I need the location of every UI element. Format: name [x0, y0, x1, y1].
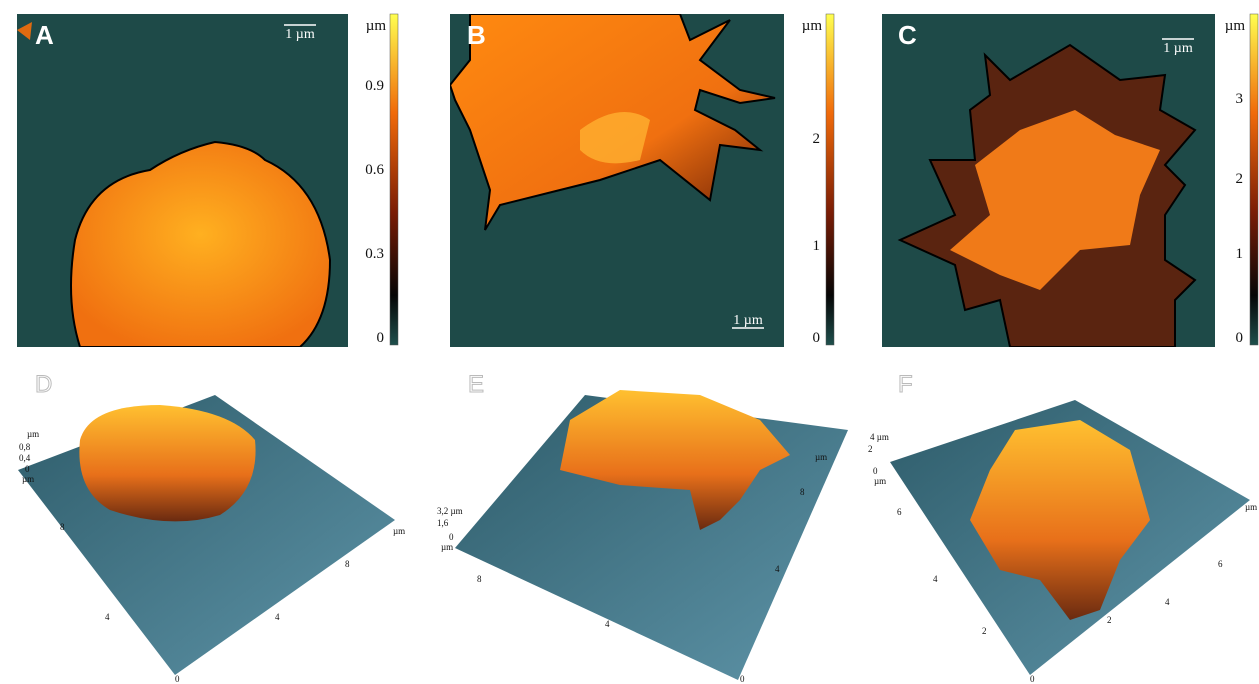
panel-label: C: [898, 20, 917, 50]
axis-label: 4: [605, 619, 610, 629]
image-a: [17, 14, 348, 347]
scale-bar-label: 1 µm: [285, 27, 315, 42]
colorbar-tick-label: 3: [1236, 91, 1244, 107]
colorbar-unit: µm: [366, 18, 387, 34]
axis-label: 0: [873, 466, 878, 476]
colorbar: [390, 14, 398, 345]
colorbar-tick-label: 1: [813, 238, 821, 254]
axis-label: 3,2 µm: [437, 506, 463, 516]
axis-label: µm: [393, 526, 405, 536]
axis-label: 4: [105, 612, 110, 622]
panel-label: F: [898, 371, 913, 398]
colorbar-tick-label: 2: [813, 131, 821, 147]
panel-label: B: [467, 20, 486, 50]
axis-label: 0: [449, 532, 454, 542]
colorbar-unit: µm: [1225, 18, 1246, 34]
colorbar-tick-label: 0: [1236, 330, 1244, 346]
figure: A 1 µm µm 0.9 0.6 0.3 0 B 1 µm µm 2 1 0 C 1 µm µm 3 2 1 0 Dµ…: [0, 0, 1259, 684]
colorbar-tick-label: 0: [813, 330, 821, 346]
axis-label: 2: [1107, 615, 1112, 625]
scale-bar-label: 1 µm: [1163, 41, 1193, 56]
axis-label: 0: [25, 464, 30, 474]
axis-label: 6: [897, 507, 902, 517]
axis-label: 1,6: [437, 518, 449, 528]
axis-label: 8: [345, 559, 350, 569]
axis-label: µm: [1245, 502, 1257, 512]
axis-label: 4: [275, 612, 280, 622]
axis-label: µm: [27, 429, 39, 439]
colorbar: [1250, 14, 1258, 345]
axis-label: 0,4: [19, 453, 31, 463]
axis-label: 0: [175, 674, 180, 684]
scale-bar-label: 1 µm: [733, 313, 763, 328]
colorbar-unit: µm: [802, 18, 823, 34]
axis-label: 8: [477, 574, 482, 584]
axis-label: µm: [815, 452, 827, 462]
axis-label: 0: [740, 674, 745, 684]
axis-label: 0,8: [19, 442, 31, 452]
axis-label: 4: [933, 574, 938, 584]
axis-label: 0: [1030, 674, 1035, 684]
colorbar-tick-label: 0.9: [365, 78, 384, 94]
colorbar-tick-label: 0.6: [365, 162, 384, 178]
panel-label: E: [468, 371, 484, 398]
colorbar-tick-label: 1: [1236, 246, 1244, 262]
panel-label: D: [35, 371, 52, 398]
image-c: [882, 14, 1215, 347]
axis-label: 8: [800, 487, 805, 497]
axis-label: 4: [1165, 597, 1170, 607]
axis-label: 6: [1218, 559, 1223, 569]
axis-label: 8: [60, 522, 65, 532]
colorbar: [826, 14, 834, 345]
colorbar-tick-label: 0.3: [365, 246, 384, 262]
colorbar-tick-label: 0: [377, 330, 385, 346]
axis-label: 4 µm: [870, 432, 889, 442]
axis-label: µm: [874, 476, 886, 486]
axis-label: 2: [868, 444, 873, 454]
cell-3d: [79, 405, 255, 521]
image-b: [450, 14, 784, 347]
axis-label: 2: [982, 626, 987, 636]
axis-label: 4: [775, 564, 780, 574]
colorbar-tick-label: 2: [1236, 171, 1244, 187]
axis-label: µm: [22, 474, 34, 484]
axis-label: µm: [441, 542, 453, 552]
panel-label: A: [35, 20, 54, 50]
